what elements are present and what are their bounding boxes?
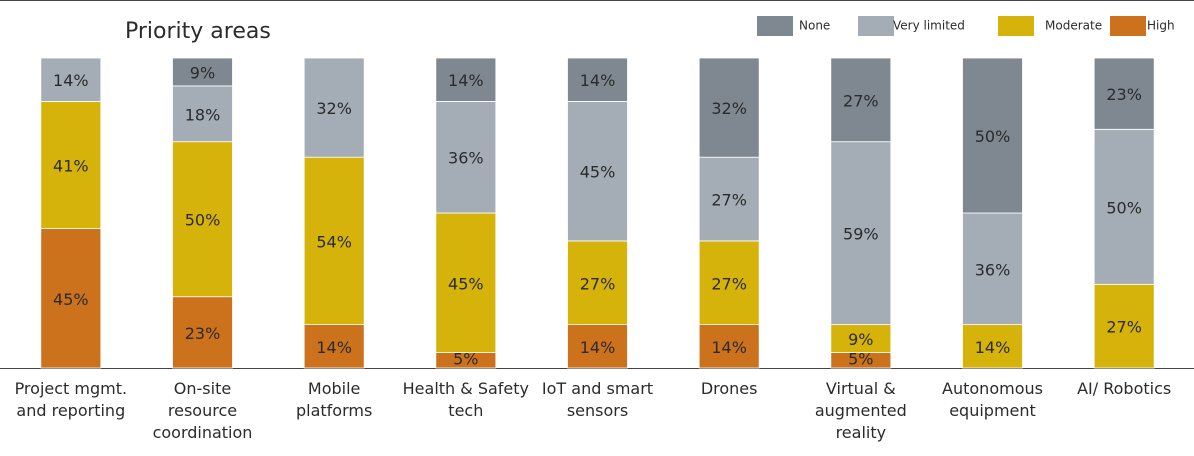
- bar-segment: [303, 156, 365, 325]
- value-label: 14%: [448, 71, 484, 90]
- legend-label: High: [1147, 19, 1175, 33]
- bar-segment: [435, 101, 497, 214]
- value-label: 45%: [53, 290, 89, 309]
- value-label: 50%: [185, 211, 221, 230]
- bar-segment: [962, 212, 1023, 325]
- value-label: 14%: [580, 71, 616, 90]
- value-label: 23%: [185, 324, 221, 343]
- value-label: 14%: [316, 338, 352, 357]
- legend-swatch: [858, 16, 894, 36]
- bar-segment: [40, 101, 102, 229]
- bar-segment: [172, 141, 233, 298]
- value-label: 32%: [316, 99, 352, 118]
- bar-segment: [1093, 283, 1155, 369]
- value-label: 54%: [316, 232, 352, 251]
- legend-label: None: [799, 19, 830, 33]
- bar-segment: [698, 324, 760, 369]
- bar-segment: [698, 240, 760, 325]
- bar-segment: [303, 57, 365, 158]
- value-label: 45%: [448, 274, 484, 293]
- bar-segment: [303, 324, 365, 369]
- value-label: 14%: [711, 338, 747, 357]
- value-label: 27%: [711, 191, 747, 210]
- value-label: 27%: [843, 91, 879, 110]
- x-tick-label: Project mgmt. and reporting: [14, 379, 128, 420]
- bar-segment: [567, 57, 628, 102]
- value-label: 27%: [1106, 318, 1142, 337]
- bar-segment: [1093, 57, 1155, 130]
- value-label: 23%: [1106, 85, 1142, 104]
- legend-label: Moderate: [1045, 19, 1102, 33]
- bar-segment: [567, 240, 628, 325]
- x-tick-label: AI/ Robotics: [1077, 379, 1172, 398]
- value-label: 5%: [848, 350, 873, 369]
- value-label: 14%: [580, 338, 616, 357]
- x-tick-label: On-site resource coordination: [152, 379, 253, 442]
- bar-segment: [830, 57, 892, 143]
- bar-segment: [830, 324, 892, 353]
- value-label: 9%: [848, 330, 873, 349]
- legend-swatch: [1110, 16, 1146, 36]
- bar-segment: [698, 57, 760, 158]
- value-label: 14%: [975, 338, 1011, 357]
- x-tick-label: IoT and smart sensors: [541, 379, 654, 420]
- x-tick-label: Mobile platforms: [295, 379, 373, 420]
- x-tick-label: Virtual & augmented reality: [814, 379, 907, 442]
- value-label: 14%: [53, 71, 89, 90]
- bar-segment: [435, 212, 497, 353]
- legend-swatch: [757, 16, 793, 36]
- x-tick-label: Health & Safety tech: [402, 379, 530, 420]
- bar-segment: [698, 156, 760, 242]
- chart-title: Priority areas: [125, 19, 271, 44]
- value-label: 27%: [580, 274, 616, 293]
- value-label: 32%: [711, 99, 747, 118]
- value-label: 36%: [448, 149, 484, 168]
- bar-segment: [830, 141, 892, 325]
- value-label: 18%: [185, 105, 221, 124]
- bar-segment: [567, 101, 628, 242]
- bar-segment: [962, 57, 1023, 214]
- bar-segment: [567, 324, 628, 369]
- bar-segment: [40, 57, 102, 102]
- value-label: 36%: [975, 260, 1011, 279]
- value-label: 41%: [53, 156, 89, 175]
- value-label: 5%: [453, 350, 478, 369]
- value-label: 59%: [843, 225, 879, 244]
- bar-segment: [962, 324, 1023, 369]
- value-label: 50%: [1106, 198, 1142, 217]
- x-tick-label: Autonomous equipment: [942, 379, 1043, 420]
- legend-label: Very limited: [893, 19, 965, 33]
- bar-segment: [40, 228, 102, 369]
- value-label: 27%: [711, 274, 747, 293]
- bar-segment: [172, 296, 233, 369]
- bar-segment: [435, 57, 497, 102]
- bar-segment: [1093, 128, 1155, 285]
- bar-segment: [172, 57, 233, 87]
- value-label: 50%: [975, 127, 1011, 146]
- legend-swatch: [998, 16, 1034, 36]
- value-label: 45%: [580, 163, 616, 182]
- x-tick-label: Drones: [700, 379, 758, 398]
- value-label: 9%: [190, 63, 215, 82]
